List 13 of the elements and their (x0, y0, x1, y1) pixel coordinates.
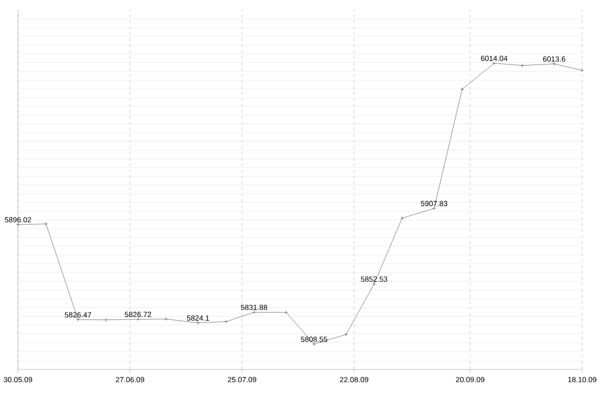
point (76, 318, 80, 322)
point (104, 318, 108, 322)
point (44, 222, 48, 226)
point (460, 87, 464, 91)
point (400, 216, 404, 220)
point (224, 320, 228, 324)
point (284, 310, 288, 314)
point (492, 61, 496, 65)
point (312, 342, 316, 346)
point (164, 317, 168, 321)
point (252, 310, 256, 314)
point (344, 332, 348, 336)
point (520, 63, 524, 68)
